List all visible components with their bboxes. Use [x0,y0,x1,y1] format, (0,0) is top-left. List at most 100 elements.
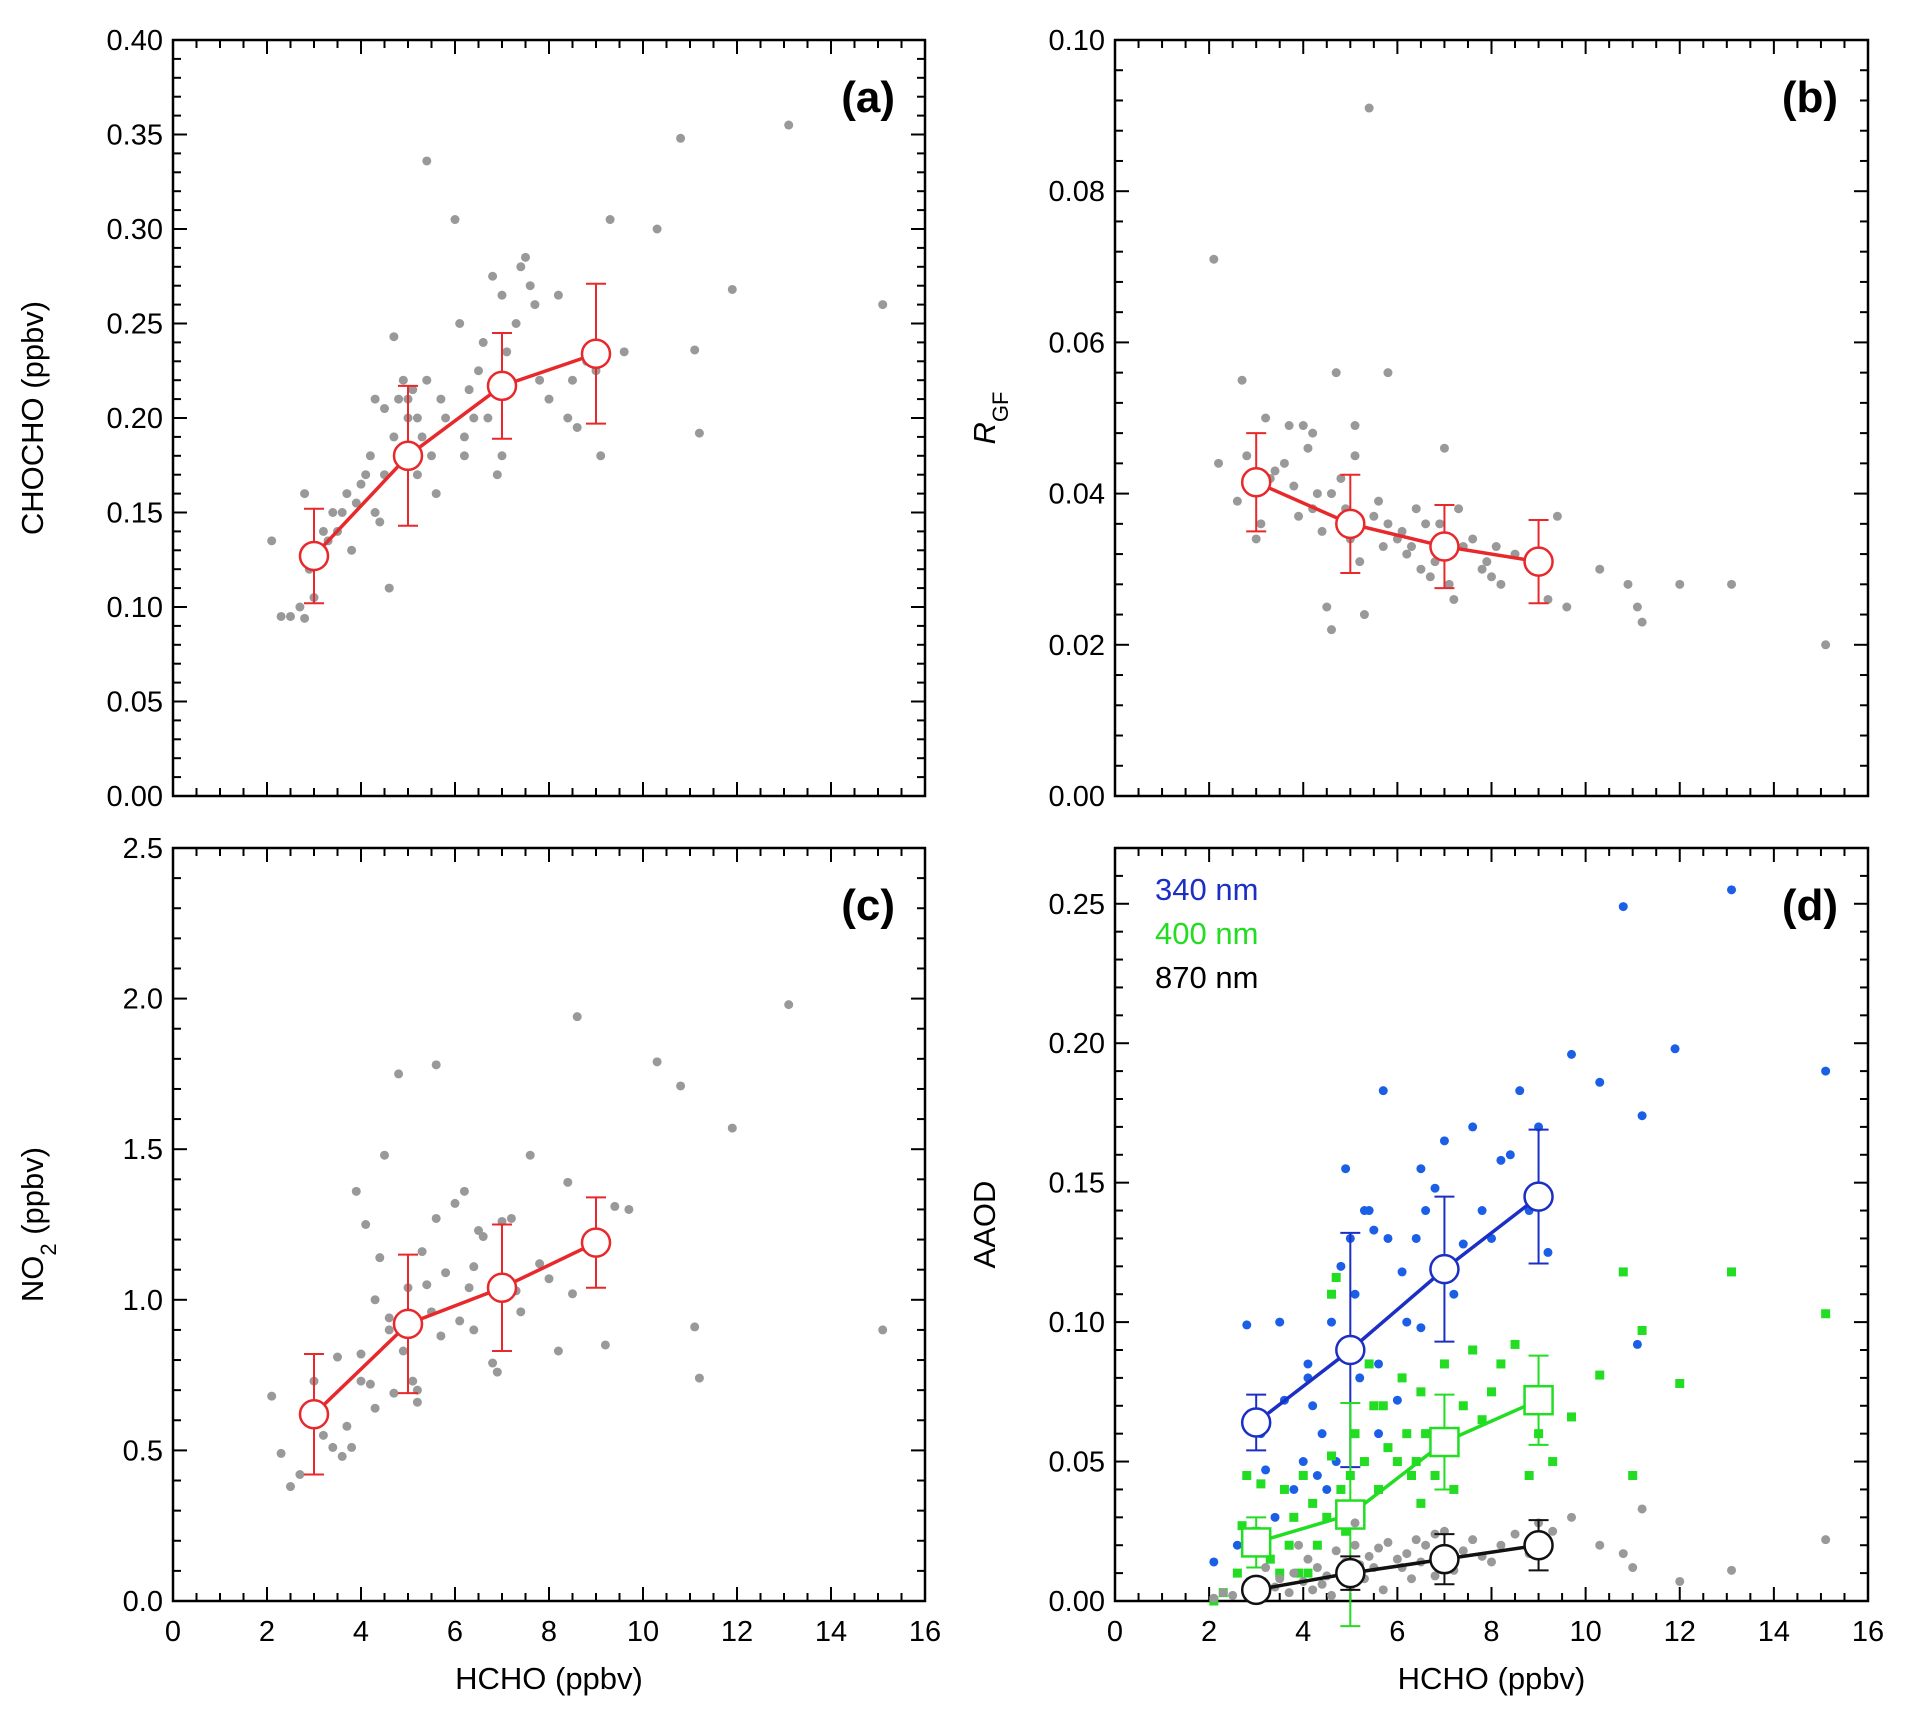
scatter-point [431,1213,441,1223]
scatter-point [408,1376,418,1386]
scatter-point [1374,1359,1384,1369]
scatter-point [1618,1267,1628,1277]
scatter-point [1477,1415,1487,1425]
scatter-point [1430,1571,1440,1581]
y-axis-title-main: NO [15,1256,50,1303]
scatter-point [1435,519,1445,529]
scatter-point [1411,1457,1421,1467]
scatter-point [1430,1471,1440,1480]
scatter-point [1369,511,1379,521]
scatter-point [361,470,371,480]
scatter-point [1392,1457,1402,1467]
scatter-point [1312,1563,1322,1573]
scatter-point [286,611,295,621]
scatter-point [384,1325,394,1335]
scatter-point [516,262,526,272]
x-axis-title: HCHO (ppbv) [455,1661,643,1696]
scatter-point [347,545,357,555]
scatter-point [1821,640,1831,650]
scatter-point [1421,1206,1431,1216]
mean-marker [1240,1574,1272,1606]
scatter-point [1595,1370,1605,1380]
x-tick-label: 16 [1852,1616,1884,1648]
mean-marker [580,1227,612,1258]
scatter-point [1402,1429,1412,1439]
scatter-point [286,1482,295,1492]
scatter-point [624,1204,634,1214]
scatter-point [1364,103,1374,113]
plot-frame [1113,38,1870,798]
scatter-point [1406,1471,1416,1480]
scatter-point [333,1352,342,1362]
scatter-point [1374,496,1384,506]
scatter-point [1336,1484,1346,1494]
scatter-point [422,156,432,166]
scatter-point [1308,1585,1318,1595]
x-tick-label: 4 [1295,1616,1311,1648]
scatter-point [1406,542,1416,552]
scatter-point [389,1388,399,1398]
x-tick-label: 6 [447,1616,463,1648]
mean-marker [1240,467,1272,498]
scatter-point [1209,1593,1219,1603]
scatter-point [1378,542,1388,552]
y-tick-label: 2.0 [123,984,163,1016]
scatter-point [497,290,507,300]
scatter-point [380,404,389,414]
scatter-point [1322,602,1332,612]
scatter-point [492,470,502,480]
scatter-point [469,1325,479,1335]
scatter-point [1289,1512,1299,1522]
scatter-point [1548,1457,1558,1467]
mean-line [1255,1543,1539,1592]
scatter-point [1317,1579,1327,1589]
scatter-point [690,345,700,355]
scatter-point [1265,1554,1275,1564]
scatter-point [525,281,535,291]
scatter-point [1618,1549,1628,1559]
scatter-point [1369,1225,1379,1235]
scatter-point [1308,428,1318,438]
scatter-point [1232,496,1242,506]
scatter-point [1374,1543,1384,1553]
scatter-point [361,1220,371,1229]
scatter-point [1326,1289,1336,1299]
scatter-point [478,337,488,347]
scatter-point [535,1259,545,1269]
scatter-point [525,1150,535,1160]
scatter-point [1237,1521,1247,1531]
scatter-point [412,470,422,480]
scatter-point [394,394,404,404]
scatter-point [1397,1267,1407,1277]
scatter-point [1411,504,1421,514]
scatter-point [1298,1457,1308,1467]
scatter-point [1326,1590,1336,1600]
scatter-point [1515,1086,1525,1096]
scatter-point [1524,1471,1534,1480]
scatter-point [1218,1588,1228,1598]
scatter-point [356,1376,366,1386]
scatter-point [1595,564,1605,574]
scatter-point [436,394,446,404]
scatter-point [1383,1537,1393,1547]
scatter-point [521,252,530,262]
scatter-point [1270,466,1280,476]
scatter-point [351,498,361,508]
scatter-point [1487,572,1496,582]
scatter-point [1411,1535,1421,1545]
y-tick-label: 0.0 [123,1586,163,1618]
scatter-point [1232,1568,1242,1578]
mean-marker [392,440,424,472]
scatter-point [398,375,408,385]
legend-entry: 340 nm [1155,872,1258,907]
scatter-point [1317,1429,1327,1439]
scatter-point [459,1186,469,1196]
x-tick-label: 10 [627,1616,659,1648]
scatter-point [464,385,474,395]
scatter-point [1406,1574,1416,1584]
y-axis-title-main: CHOCHO (ppbv) [15,301,50,535]
scatter-point [1632,602,1642,612]
mean-marker [1335,1334,1366,1366]
scatter-point [1312,1471,1322,1480]
scatter-point [1397,526,1407,536]
